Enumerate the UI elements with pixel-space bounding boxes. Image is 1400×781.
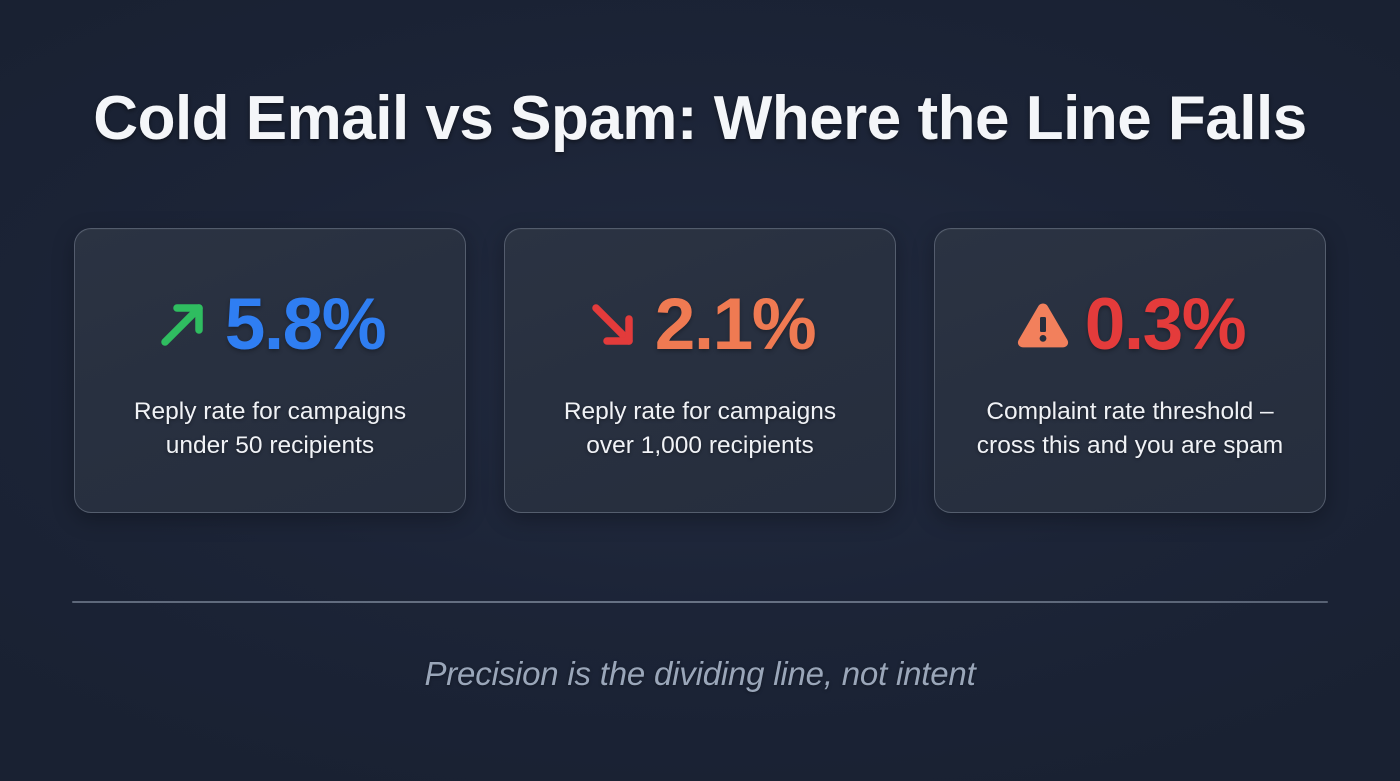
stat-row: 0.3%: [1015, 283, 1247, 365]
stat-row: 5.8%: [155, 283, 387, 365]
stat-caption: Reply rate for campaigns over 1,000 reci…: [521, 395, 880, 463]
stat-caption-line-2: under 50 recipients: [165, 431, 375, 459]
warning-triangle-icon: [1015, 296, 1071, 352]
horizontal-divider: [72, 601, 1328, 603]
page-title: Cold Email vs Spam: Where the Line Falls: [93, 84, 1307, 153]
stat-card-reply-rate-small[interactable]: 5.8% Reply rate for campaigns under 50 r…: [74, 228, 466, 513]
footer-note: Precision is the dividing line, not inte…: [424, 655, 976, 692]
stat-card-reply-rate-large[interactable]: 2.1% Reply rate for campaigns over 1,000…: [504, 228, 896, 513]
stat-caption: Complaint rate threshold – cross this an…: [951, 395, 1310, 463]
stat-card-complaint-threshold[interactable]: 0.3% Complaint rate threshold – cross th…: [934, 228, 1326, 513]
arrow-up-right-icon: [155, 296, 211, 352]
stat-value: 0.3%: [1084, 283, 1247, 365]
stat-caption-line-1: Complaint rate threshold –: [986, 398, 1274, 425]
stat-caption: Reply rate for campaigns under 50 recipi…: [91, 395, 450, 463]
stat-value: 2.1%: [654, 283, 817, 365]
stat-card-row: 5.8% Reply rate for campaigns under 50 r…: [74, 228, 1326, 513]
stat-row: 2.1%: [585, 283, 817, 365]
arrow-down-right-icon: [585, 296, 641, 352]
stat-caption-line-1: Reply rate for campaigns: [563, 398, 837, 425]
stat-caption-line-2: over 1,000 recipients: [586, 431, 814, 459]
stat-caption-line-1: Reply rate for campaigns: [133, 398, 407, 425]
stat-value: 5.8%: [224, 283, 387, 365]
stat-caption-line-2: cross this and you are spam: [976, 431, 1284, 459]
